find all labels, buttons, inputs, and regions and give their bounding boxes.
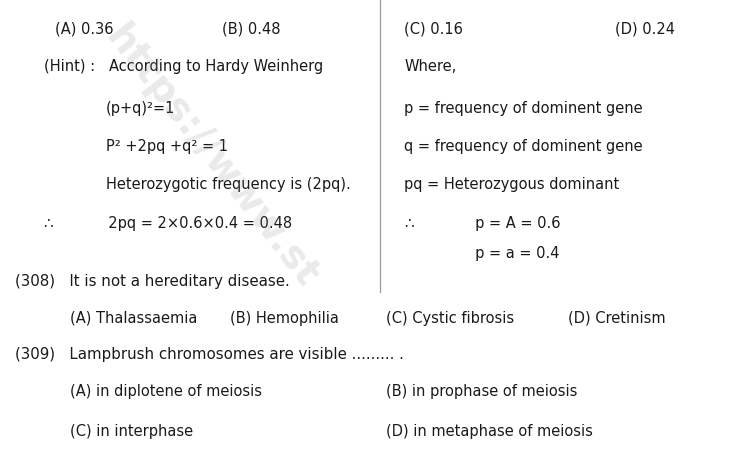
Text: (p+q)²=1: (p+q)²=1 [106, 101, 176, 116]
Text: (B) Hemophilia: (B) Hemophilia [230, 311, 338, 326]
Text: (C) in interphase: (C) in interphase [70, 424, 193, 439]
Text: Where,: Where, [404, 60, 457, 74]
Text: (A) in diplotene of meiosis: (A) in diplotene of meiosis [70, 384, 262, 399]
Text: (309)   Lampbrush chromosomes are visible ......... .: (309) Lampbrush chromosomes are visible … [15, 347, 404, 362]
Text: pq = Heterozygous dominant: pq = Heterozygous dominant [404, 177, 620, 192]
Text: (D) Cretinism: (D) Cretinism [568, 311, 665, 326]
Text: (D) 0.24: (D) 0.24 [615, 22, 675, 37]
Text: (B) in prophase of meiosis: (B) in prophase of meiosis [386, 384, 578, 399]
Text: p = a = 0.4: p = a = 0.4 [452, 246, 559, 261]
Text: (Hint) :   According to Hardy Weinherg: (Hint) : According to Hardy Weinherg [44, 60, 323, 74]
Text: (A) 0.36: (A) 0.36 [55, 22, 113, 37]
Text: (C) 0.16: (C) 0.16 [404, 22, 463, 37]
Text: (A) Thalassaemia: (A) Thalassaemia [70, 311, 197, 326]
Text: q = frequency of dominent gene: q = frequency of dominent gene [404, 139, 643, 154]
Text: https://www.st: https://www.st [98, 19, 326, 295]
Text: (308)   It is not a hereditary disease.: (308) It is not a hereditary disease. [15, 274, 290, 289]
Text: p = frequency of dominent gene: p = frequency of dominent gene [404, 101, 643, 116]
Text: (D) in metaphase of meiosis: (D) in metaphase of meiosis [386, 424, 593, 439]
Text: ∴: ∴ [43, 216, 52, 230]
Text: 2pq = 2×0.6×0.4 = 0.48: 2pq = 2×0.6×0.4 = 0.48 [99, 216, 292, 230]
Text: P² +2pq +q² = 1: P² +2pq +q² = 1 [106, 139, 228, 154]
Text: p = A = 0.6: p = A = 0.6 [452, 216, 560, 230]
Text: ∴: ∴ [404, 216, 414, 230]
Text: (B) 0.48: (B) 0.48 [222, 22, 280, 37]
Text: Heterozygotic frequency is (2pq).: Heterozygotic frequency is (2pq). [106, 177, 351, 192]
Text: (C) Cystic fibrosis: (C) Cystic fibrosis [386, 311, 514, 326]
